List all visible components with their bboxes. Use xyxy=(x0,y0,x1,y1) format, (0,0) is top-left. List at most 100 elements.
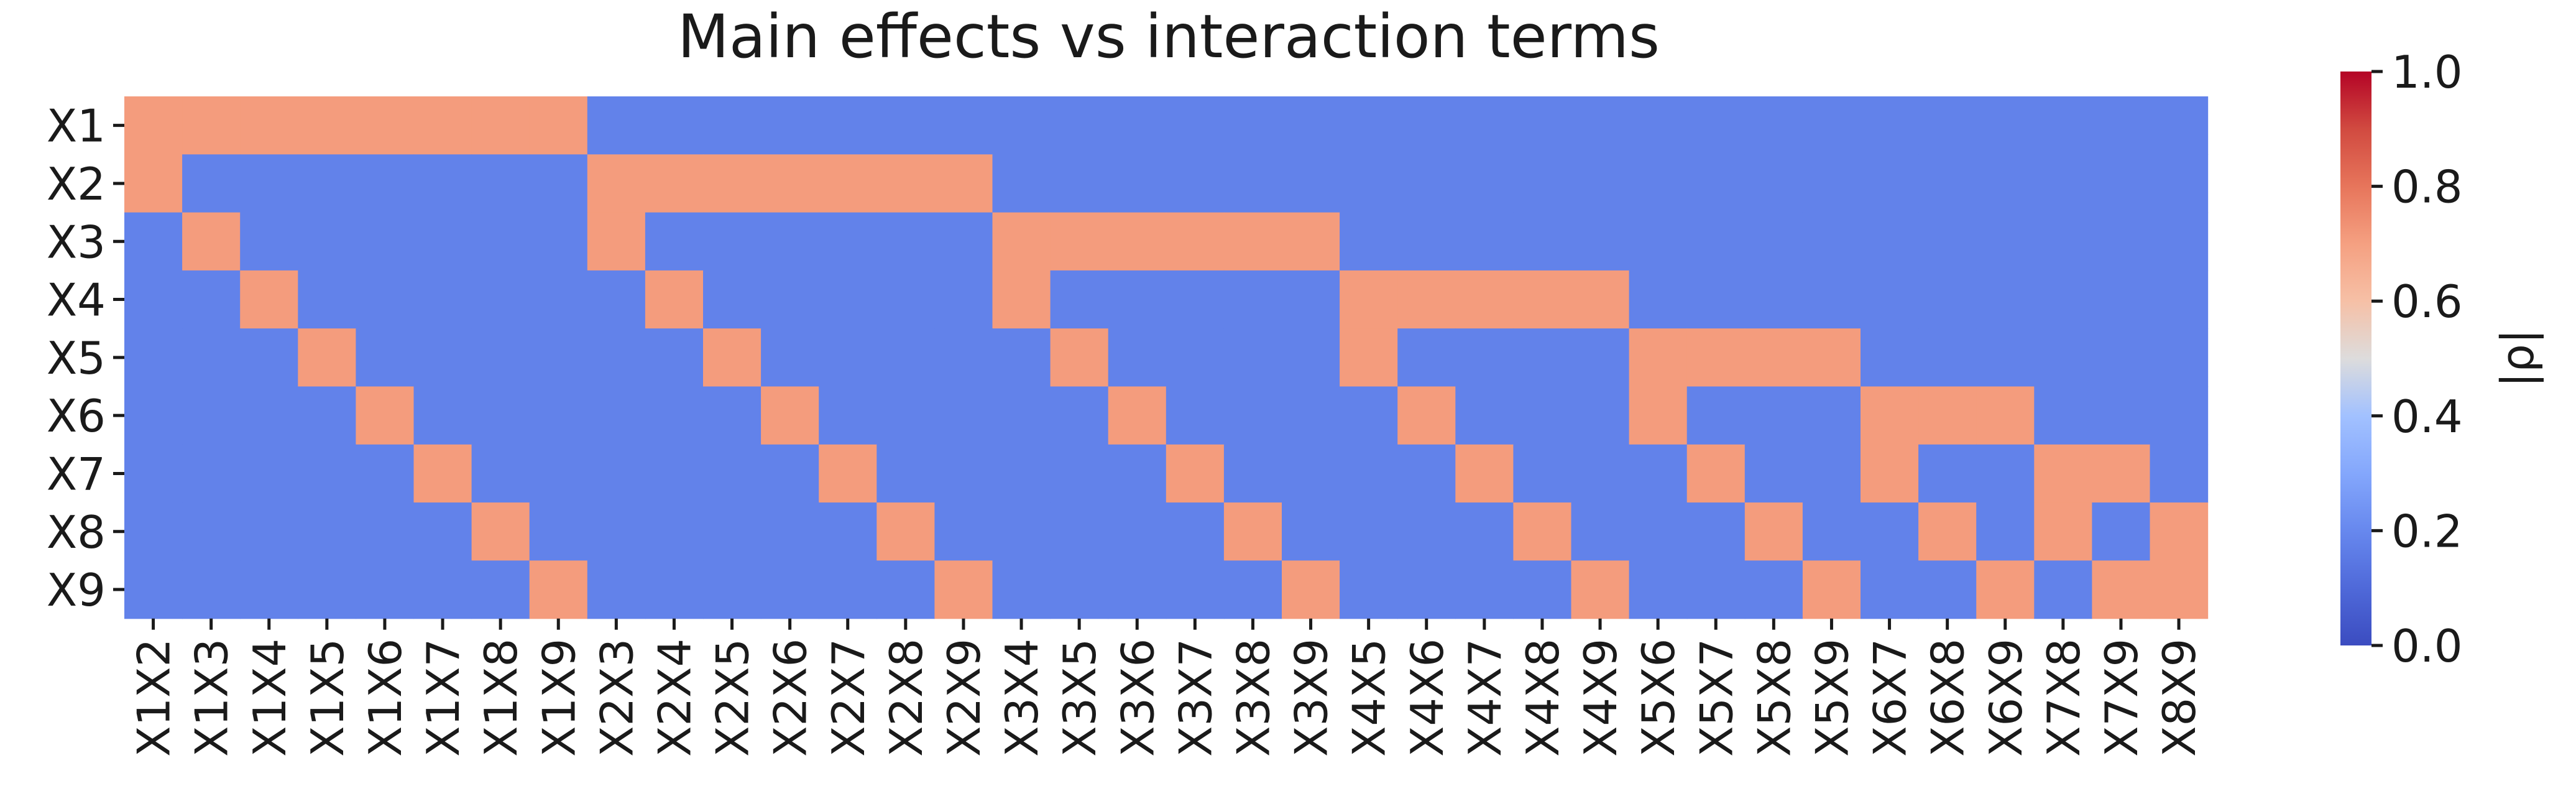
heatmap-cell xyxy=(1802,444,1861,503)
x-tick-label: X1X5 xyxy=(301,639,354,757)
heatmap-cell xyxy=(1513,328,1572,387)
heatmap-cell xyxy=(124,386,183,445)
heatmap-cell xyxy=(1629,502,1688,561)
heatmap-cell xyxy=(1282,96,1340,155)
heatmap-cell xyxy=(1686,270,1746,329)
heatmap-cell xyxy=(471,560,530,619)
heatmap-cell xyxy=(1918,502,1977,561)
heatmap-cell xyxy=(182,328,241,387)
heatmap-cell xyxy=(934,154,993,213)
heatmap-cell xyxy=(298,502,356,561)
heatmap-cell xyxy=(934,502,993,561)
heatmap-cell xyxy=(1686,328,1746,387)
heatmap-cell xyxy=(182,212,241,271)
heatmap-cell xyxy=(876,386,935,445)
x-tick-label: X3X9 xyxy=(1286,639,1338,757)
heatmap-cell xyxy=(1050,154,1109,213)
heatmap-cell xyxy=(1918,386,1977,445)
heatmap-cell xyxy=(356,212,415,271)
heatmap-cell xyxy=(1744,212,1803,271)
heatmap-cell xyxy=(240,154,298,213)
heatmap-cell xyxy=(819,560,877,619)
heatmap-cell xyxy=(1571,444,1630,503)
x-tick-label: X6X7 xyxy=(1864,639,1916,757)
heatmap-cell xyxy=(1513,154,1572,213)
x-tick-label: X5X8 xyxy=(1748,639,1800,757)
heatmap-cell xyxy=(2034,386,2092,445)
heatmap-cell xyxy=(1340,154,1398,213)
heatmap-cell xyxy=(1571,154,1630,213)
heatmap-cell xyxy=(298,212,356,271)
heatmap-cell xyxy=(1282,212,1340,271)
heatmap-cell xyxy=(1629,444,1688,503)
x-tick-label: X1X8 xyxy=(475,639,527,757)
heatmap-cell xyxy=(761,560,819,619)
heatmap-cell xyxy=(1340,560,1398,619)
heatmap-cell xyxy=(876,154,935,213)
heatmap-cell xyxy=(240,444,298,503)
heatmap-cell xyxy=(1918,444,1977,503)
y-tick-label: X5 xyxy=(47,332,106,384)
heatmap-cell xyxy=(992,560,1051,619)
x-tick-label: X2X6 xyxy=(765,639,817,757)
heatmap-cell xyxy=(1513,444,1572,503)
heatmap-cell xyxy=(240,212,298,271)
heatmap-cell xyxy=(934,96,993,155)
heatmap-cell xyxy=(1976,328,2035,387)
y-tick-label: X7 xyxy=(47,448,106,500)
heatmap-cell xyxy=(645,270,704,329)
heatmap-cell xyxy=(703,502,761,561)
heatmap-cell xyxy=(2150,502,2209,561)
heatmap-cell xyxy=(124,444,183,503)
heatmap-cell xyxy=(1571,96,1630,155)
heatmap-cell xyxy=(1340,386,1398,445)
heatmap-cell xyxy=(1744,560,1803,619)
heatmap-cell xyxy=(471,154,530,213)
heatmap-cell xyxy=(703,270,761,329)
heatmap-cell xyxy=(1918,96,1977,155)
heatmap-cell xyxy=(1166,212,1225,271)
heatmap-cell xyxy=(2034,270,2092,329)
heatmap-cell xyxy=(992,386,1051,445)
heatmap-cell xyxy=(182,386,241,445)
heatmap-cell xyxy=(2150,386,2209,445)
heatmap-cell xyxy=(819,212,877,271)
heatmap-cell xyxy=(124,328,183,387)
heatmap-cell xyxy=(1976,154,2035,213)
heatmap-cell xyxy=(1223,270,1282,329)
heatmap-cell xyxy=(1282,444,1340,503)
heatmap-cell xyxy=(1686,502,1746,561)
heatmap-cell xyxy=(240,560,298,619)
x-tick-label: X3X4 xyxy=(996,639,1048,757)
heatmap-cell xyxy=(1744,328,1803,387)
heatmap-cell xyxy=(1861,154,1919,213)
heatmap-cell xyxy=(2092,270,2151,329)
y-tick-label: X2 xyxy=(47,158,106,210)
heatmap-cell xyxy=(587,154,646,213)
heatmap-cell xyxy=(529,96,588,155)
heatmap-cell xyxy=(2150,96,2209,155)
x-tick-label: X4X7 xyxy=(1459,639,1511,757)
heatmap-cell xyxy=(934,386,993,445)
heatmap-cell xyxy=(1571,560,1630,619)
x-tick-label: X7X8 xyxy=(2038,639,2090,757)
heatmap-cell xyxy=(1918,212,1977,271)
heatmap-cell xyxy=(1861,386,1919,445)
y-tick-label: X6 xyxy=(47,390,106,442)
heatmap-cell xyxy=(819,386,877,445)
heatmap-cell xyxy=(1166,444,1225,503)
heatmap-cell xyxy=(1744,386,1803,445)
heatmap-cell xyxy=(2034,154,2092,213)
heatmap-cell xyxy=(2034,212,2092,271)
heatmap-cell xyxy=(1571,328,1630,387)
x-tick-label: X6X8 xyxy=(1922,639,1974,757)
heatmap-cell xyxy=(298,444,356,503)
heatmap-cell xyxy=(2034,444,2092,503)
heatmap-cell xyxy=(2092,444,2151,503)
heatmap-cell xyxy=(1340,444,1398,503)
heatmap-cell xyxy=(587,444,646,503)
heatmap-cell xyxy=(471,270,530,329)
x-tick-label: X7X9 xyxy=(2095,639,2148,757)
heatmap-cell xyxy=(1976,444,2035,503)
